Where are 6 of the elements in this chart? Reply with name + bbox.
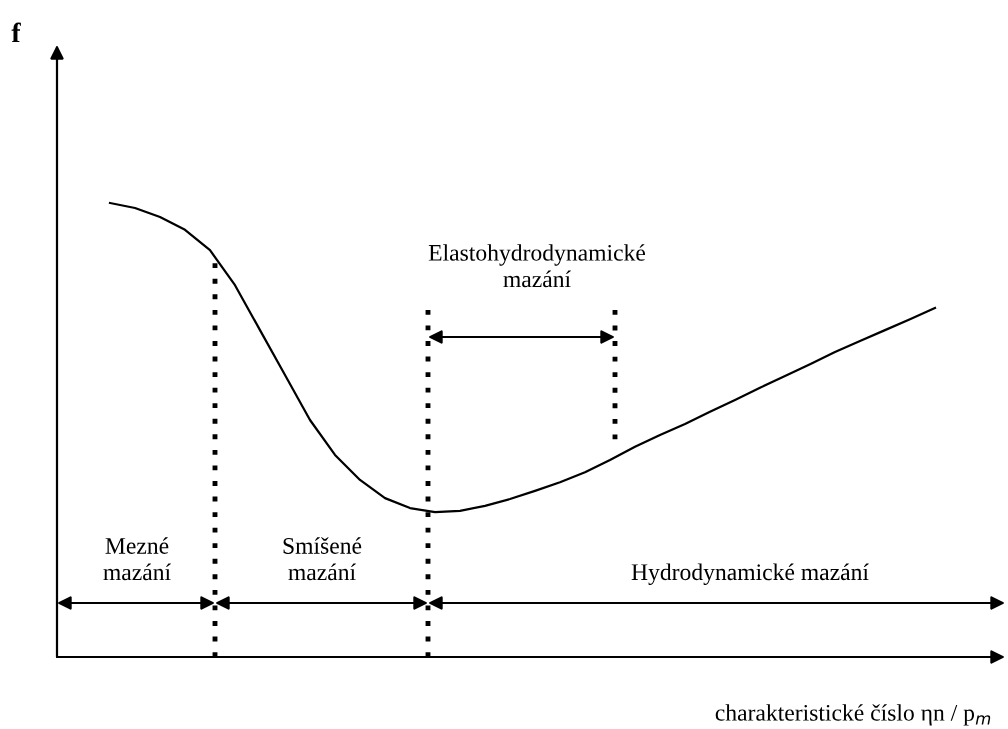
x-axis-title: charakteristické číslo ηn / p$_{m}$ — [715, 704, 991, 726]
text: f — [11, 22, 21, 43]
annotation: Elastohydrodynamické mazání — [428, 244, 646, 288]
annotation: Hydrodynamické mazání — [631, 563, 869, 585]
annotation: Smíšené mazání — [283, 537, 362, 581]
annotation: Mezné mazání — [103, 537, 171, 581]
